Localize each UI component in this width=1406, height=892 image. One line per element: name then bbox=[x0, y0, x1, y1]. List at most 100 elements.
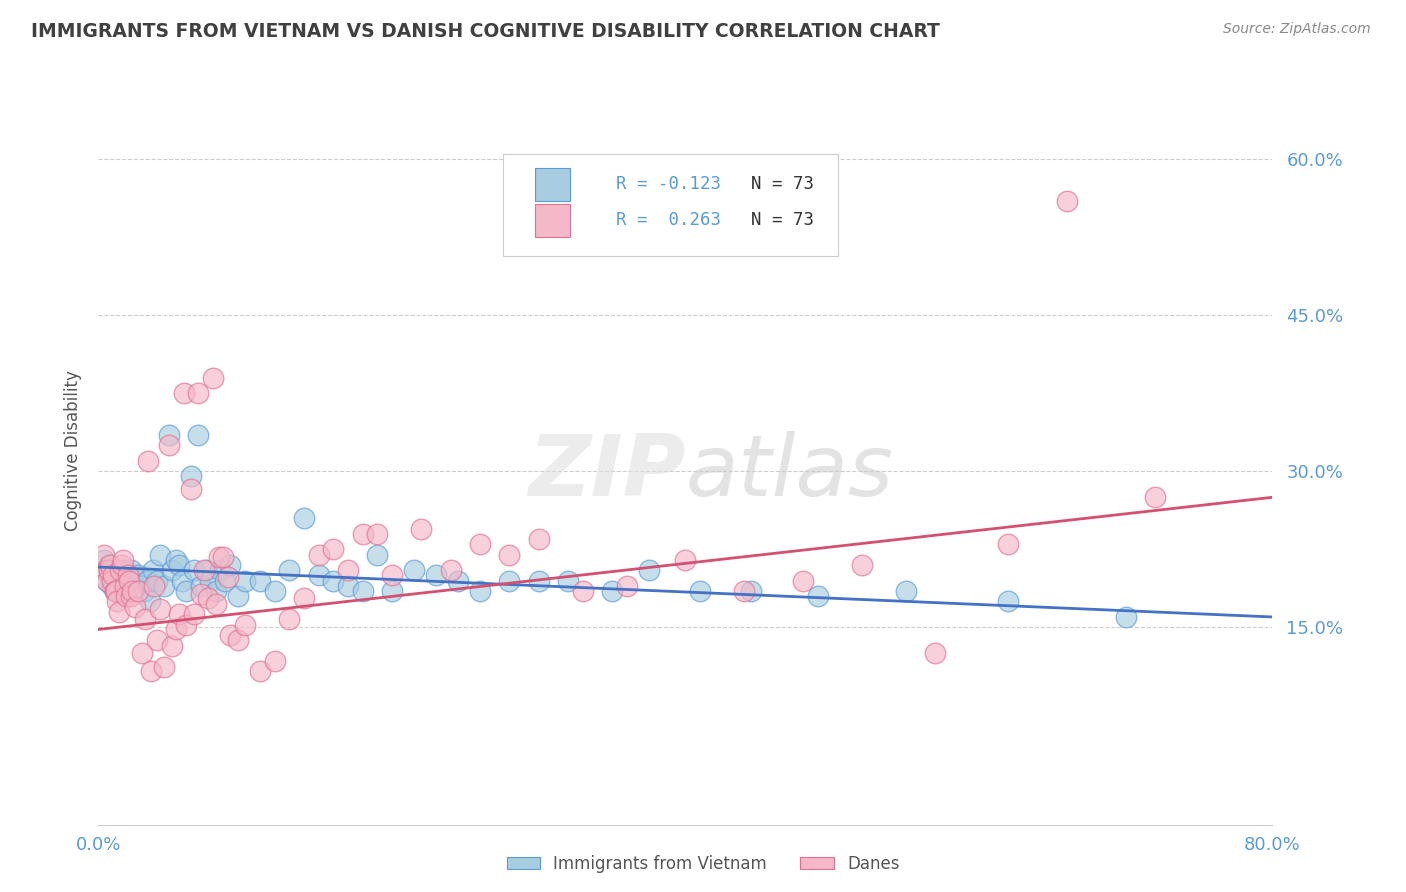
Point bbox=[114, 579, 136, 593]
Point bbox=[112, 553, 135, 567]
Point bbox=[352, 526, 374, 541]
Point bbox=[571, 584, 593, 599]
Text: Source: ZipAtlas.com: Source: ZipAtlas.com bbox=[1223, 22, 1371, 37]
Point bbox=[100, 574, 122, 588]
Point bbox=[97, 558, 120, 572]
Point bbox=[1115, 610, 1137, 624]
Point bbox=[115, 579, 138, 593]
Point bbox=[131, 646, 153, 660]
Point bbox=[157, 438, 180, 452]
Point bbox=[198, 574, 221, 588]
Point bbox=[107, 594, 129, 608]
Point bbox=[557, 574, 579, 588]
Point bbox=[93, 548, 115, 562]
Point bbox=[217, 570, 239, 584]
Point bbox=[167, 558, 190, 572]
Point bbox=[894, 584, 917, 599]
Point bbox=[141, 664, 163, 678]
Point bbox=[94, 563, 117, 577]
Point bbox=[134, 612, 156, 626]
Point bbox=[167, 607, 190, 621]
Point bbox=[115, 589, 138, 603]
Point bbox=[381, 584, 404, 599]
Point bbox=[468, 537, 491, 551]
Point bbox=[157, 428, 180, 442]
Point bbox=[381, 568, 404, 582]
Point bbox=[176, 618, 198, 632]
Text: R = -0.123: R = -0.123 bbox=[616, 176, 721, 194]
Point bbox=[689, 584, 711, 599]
Point bbox=[997, 594, 1019, 608]
Point bbox=[97, 563, 120, 577]
Point bbox=[226, 589, 249, 603]
Point bbox=[160, 563, 183, 577]
Point bbox=[110, 568, 132, 582]
Point bbox=[153, 579, 176, 593]
Point bbox=[111, 558, 134, 572]
Point bbox=[366, 548, 388, 562]
Point bbox=[498, 574, 520, 588]
Point bbox=[149, 548, 172, 562]
Point bbox=[135, 574, 157, 588]
Point bbox=[165, 623, 187, 637]
Point bbox=[792, 574, 814, 588]
Point bbox=[214, 574, 236, 588]
Point bbox=[498, 548, 520, 562]
Point bbox=[165, 553, 187, 567]
Point bbox=[96, 574, 118, 588]
Point bbox=[108, 605, 131, 619]
Point bbox=[121, 584, 143, 599]
Point bbox=[193, 563, 215, 577]
Point bbox=[105, 584, 128, 599]
Text: R =  0.263: R = 0.263 bbox=[616, 211, 721, 229]
Point bbox=[96, 574, 118, 588]
Point bbox=[117, 568, 139, 582]
Text: N = 73: N = 73 bbox=[751, 176, 814, 194]
Point bbox=[153, 660, 176, 674]
Point bbox=[194, 563, 217, 577]
Point bbox=[180, 482, 202, 496]
Point bbox=[142, 563, 165, 577]
Point bbox=[143, 579, 166, 593]
Point bbox=[100, 579, 122, 593]
Point bbox=[292, 511, 315, 525]
Point bbox=[411, 522, 433, 536]
Point bbox=[205, 598, 228, 612]
Point bbox=[278, 612, 301, 626]
Point bbox=[924, 646, 946, 660]
Point bbox=[1056, 194, 1078, 208]
Point bbox=[336, 563, 359, 577]
Point bbox=[249, 574, 271, 588]
Point bbox=[183, 607, 205, 621]
Point bbox=[527, 574, 550, 588]
Point bbox=[637, 563, 659, 577]
Point bbox=[101, 574, 124, 588]
Point bbox=[208, 549, 231, 564]
Point bbox=[851, 558, 873, 572]
Point bbox=[187, 428, 209, 442]
Point bbox=[997, 537, 1019, 551]
Point bbox=[212, 549, 235, 564]
FancyBboxPatch shape bbox=[503, 154, 838, 256]
Point bbox=[308, 568, 330, 582]
Point bbox=[107, 574, 129, 588]
Point bbox=[292, 591, 315, 606]
Point bbox=[93, 553, 115, 567]
Point bbox=[118, 584, 141, 599]
Point bbox=[201, 370, 224, 384]
Point bbox=[146, 574, 169, 588]
Point bbox=[170, 574, 193, 588]
Point bbox=[322, 542, 344, 557]
Point bbox=[173, 386, 195, 401]
Point bbox=[263, 654, 285, 668]
Point bbox=[103, 584, 125, 599]
Point bbox=[105, 563, 128, 577]
Point bbox=[322, 574, 344, 588]
Point bbox=[1144, 491, 1167, 505]
Point bbox=[205, 584, 228, 599]
Point bbox=[616, 579, 638, 593]
Point bbox=[600, 584, 623, 599]
Point bbox=[124, 584, 146, 599]
Point bbox=[180, 469, 202, 483]
Point bbox=[675, 553, 697, 567]
